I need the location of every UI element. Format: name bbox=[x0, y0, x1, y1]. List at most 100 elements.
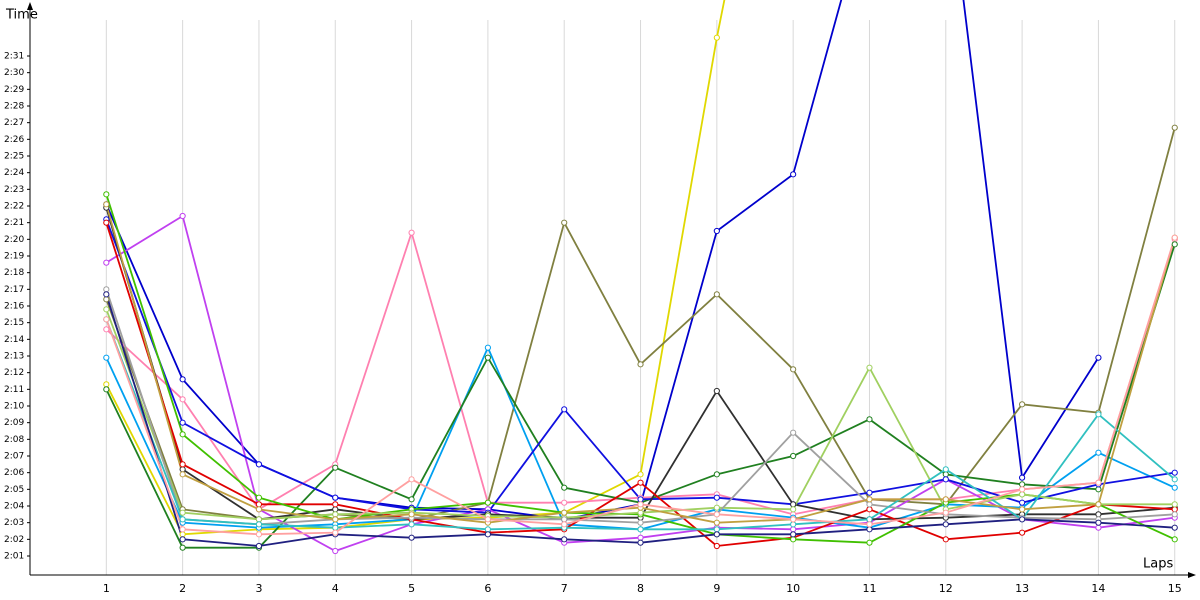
data-point bbox=[332, 529, 339, 536]
data-point bbox=[713, 531, 720, 538]
data-point bbox=[179, 419, 186, 426]
data-point bbox=[179, 509, 186, 516]
x-tick-label: 1 bbox=[103, 582, 110, 595]
y-tick-label: 2:30 bbox=[4, 68, 24, 78]
data-point bbox=[408, 511, 415, 518]
x-axis-arrow bbox=[1188, 572, 1196, 578]
data-point bbox=[942, 466, 949, 473]
x-tick-label: 15 bbox=[1168, 582, 1182, 595]
x-tick-label: 2 bbox=[179, 582, 186, 595]
y-tick-label: 2:26 bbox=[4, 135, 24, 145]
data-point bbox=[103, 286, 110, 293]
data-point bbox=[1171, 234, 1178, 241]
data-point bbox=[1095, 501, 1102, 508]
data-point bbox=[408, 521, 415, 528]
y-tick-label: 2:05 bbox=[4, 485, 24, 495]
data-point bbox=[713, 34, 720, 41]
data-point bbox=[1171, 501, 1178, 508]
data-point bbox=[637, 534, 644, 541]
data-point bbox=[484, 354, 491, 361]
data-point bbox=[255, 461, 263, 468]
data-point bbox=[713, 387, 720, 395]
data-point bbox=[637, 539, 644, 546]
data-point bbox=[1019, 474, 1026, 481]
data-point bbox=[332, 494, 339, 501]
y-tick-label: 2:04 bbox=[4, 502, 24, 512]
data-point bbox=[103, 326, 110, 333]
data-point bbox=[637, 361, 644, 368]
x-tick-label: 8 bbox=[637, 582, 644, 595]
data-point bbox=[103, 386, 110, 393]
data-point bbox=[103, 219, 110, 226]
data-point bbox=[713, 542, 720, 550]
data-point bbox=[713, 519, 720, 526]
data-point bbox=[866, 416, 873, 423]
data-point bbox=[179, 471, 186, 478]
data-point bbox=[561, 406, 568, 413]
data-point bbox=[103, 259, 110, 266]
y-tick-label: 2:01 bbox=[4, 552, 24, 562]
data-point bbox=[179, 461, 186, 468]
data-point bbox=[1019, 481, 1026, 488]
data-point bbox=[866, 506, 873, 513]
data-point bbox=[637, 471, 644, 478]
y-tick-label: 2:10 bbox=[4, 402, 24, 412]
data-point bbox=[408, 496, 415, 503]
y-tick-label: 2:14 bbox=[4, 335, 24, 345]
y-tick-label: 2:08 bbox=[4, 435, 24, 445]
data-point bbox=[484, 499, 491, 506]
data-point bbox=[790, 521, 797, 528]
data-point bbox=[179, 396, 186, 403]
y-tick-label: 2:25 bbox=[4, 152, 24, 162]
y-tick-label: 2:12 bbox=[4, 368, 24, 378]
data-point bbox=[561, 219, 568, 226]
data-point bbox=[866, 489, 873, 496]
y-tick-label: 2:21 bbox=[4, 218, 24, 228]
x-tick-label: 12 bbox=[939, 582, 953, 595]
data-point bbox=[332, 464, 339, 471]
data-point bbox=[1095, 449, 1102, 456]
data-point bbox=[255, 542, 263, 550]
data-point bbox=[103, 354, 110, 361]
data-point bbox=[408, 534, 415, 541]
data-point bbox=[255, 521, 263, 528]
data-point bbox=[637, 501, 644, 508]
data-point bbox=[1019, 401, 1026, 408]
data-point bbox=[561, 516, 568, 523]
y-tick-label: 2:11 bbox=[4, 385, 24, 395]
y-tick-label: 2:22 bbox=[4, 202, 24, 212]
y-tick-label: 2:03 bbox=[4, 518, 24, 528]
y-axis-arrow bbox=[27, 2, 33, 10]
y-tick-label: 2:06 bbox=[4, 468, 24, 478]
x-tick-label: 13 bbox=[1015, 582, 1029, 595]
data-point bbox=[1171, 506, 1178, 513]
data-point bbox=[179, 544, 186, 551]
data-point bbox=[179, 376, 186, 383]
x-tick-label: 6 bbox=[484, 582, 491, 595]
data-point bbox=[1019, 506, 1026, 513]
data-point bbox=[942, 521, 949, 528]
data-point bbox=[1171, 124, 1178, 131]
y-tick-label: 2:18 bbox=[4, 268, 24, 278]
data-point bbox=[179, 526, 186, 533]
data-point bbox=[713, 227, 720, 235]
y-tick-label: 2:28 bbox=[4, 102, 24, 112]
data-point bbox=[1095, 511, 1102, 518]
data-point bbox=[179, 536, 186, 543]
data-point bbox=[484, 531, 491, 538]
y-tick-label: 2:31 bbox=[4, 52, 24, 62]
data-point bbox=[713, 471, 720, 478]
y-tick-label: 2:07 bbox=[4, 452, 24, 462]
data-point bbox=[1171, 511, 1178, 518]
data-point bbox=[332, 547, 339, 555]
data-point bbox=[790, 501, 797, 508]
y-tick-label: 2:13 bbox=[4, 352, 24, 362]
data-point bbox=[713, 291, 720, 298]
data-point bbox=[790, 171, 797, 178]
data-point bbox=[790, 429, 797, 436]
data-point bbox=[637, 526, 644, 533]
data-point bbox=[332, 511, 339, 518]
data-point bbox=[866, 364, 873, 371]
series-line bbox=[105, 0, 726, 536]
